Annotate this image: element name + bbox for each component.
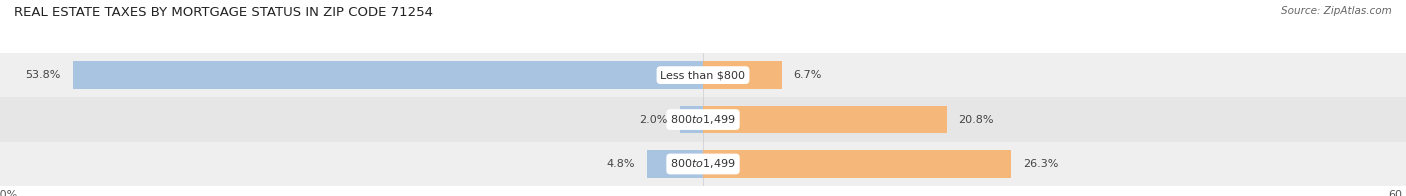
Bar <box>0 97 1406 142</box>
Text: REAL ESTATE TAXES BY MORTGAGE STATUS IN ZIP CODE 71254: REAL ESTATE TAXES BY MORTGAGE STATUS IN … <box>14 6 433 19</box>
Bar <box>0 142 1406 186</box>
Text: 4.8%: 4.8% <box>606 159 636 169</box>
Text: Less than $800: Less than $800 <box>661 70 745 80</box>
Bar <box>703 106 946 133</box>
Bar <box>73 61 703 89</box>
Text: Source: ZipAtlas.com: Source: ZipAtlas.com <box>1281 6 1392 16</box>
Text: 26.3%: 26.3% <box>1024 159 1059 169</box>
Text: 6.7%: 6.7% <box>793 70 821 80</box>
Bar <box>0 53 1406 97</box>
Text: 53.8%: 53.8% <box>25 70 60 80</box>
Bar <box>703 61 782 89</box>
Text: 2.0%: 2.0% <box>640 114 668 125</box>
Text: $800 to $1,499: $800 to $1,499 <box>671 158 735 171</box>
Bar <box>703 150 1011 178</box>
Bar <box>647 150 703 178</box>
Bar <box>679 106 703 133</box>
Text: $800 to $1,499: $800 to $1,499 <box>671 113 735 126</box>
Text: 20.8%: 20.8% <box>959 114 994 125</box>
